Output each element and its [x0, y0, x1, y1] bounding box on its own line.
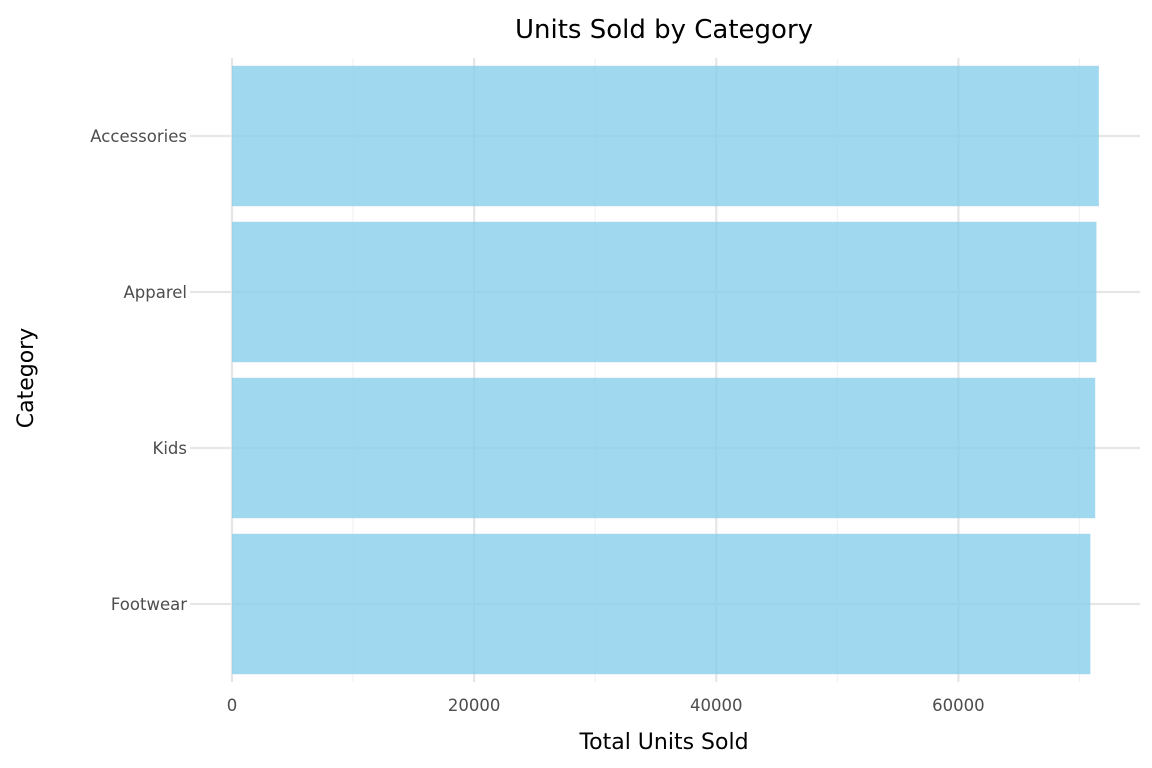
x-tick-label: 60000: [932, 696, 985, 715]
y-tick-label: Kids: [153, 439, 187, 458]
bars: [232, 65, 1099, 675]
bar-accessories: [232, 65, 1099, 207]
x-tick-label: 0: [227, 696, 238, 715]
x-tick-label: 20000: [448, 696, 501, 715]
x-axis-ticks: 0 20000 40000 60000: [227, 696, 985, 715]
bar-kids: [232, 377, 1096, 519]
y-axis-title: Category: [14, 328, 39, 429]
chart-title: Units Sold by Category: [515, 15, 813, 45]
bar-footwear: [232, 533, 1091, 675]
x-axis-title: Total Units Sold: [578, 730, 748, 755]
y-tick-label: Footwear: [111, 595, 187, 614]
bar-apparel: [232, 221, 1097, 363]
y-tick-label: Apparel: [123, 283, 187, 302]
y-axis-ticks: Accessories Apparel Kids Footwear: [90, 127, 187, 614]
x-tick-label: 40000: [690, 696, 743, 715]
y-tick-label: Accessories: [90, 127, 187, 146]
